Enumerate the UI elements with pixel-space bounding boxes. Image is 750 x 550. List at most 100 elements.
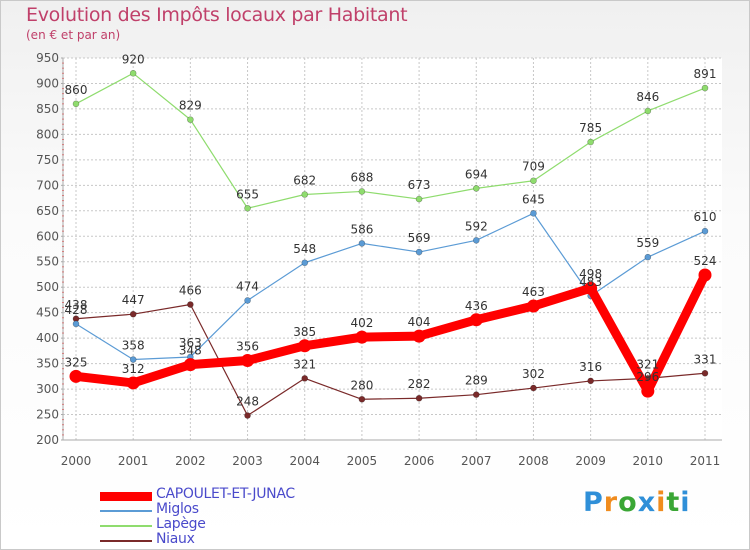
- data-label: 321: [636, 357, 659, 371]
- data-label: 688: [350, 170, 373, 184]
- data-point: [187, 116, 194, 123]
- data-label: 282: [408, 377, 431, 391]
- data-point: [244, 412, 251, 419]
- x-tick-label: 2002: [175, 454, 206, 468]
- chart-title: Evolution des Impôts locaux par Habitant: [26, 4, 408, 26]
- data-label: 474: [236, 279, 259, 293]
- data-label: 331: [694, 352, 717, 366]
- data-label: 592: [465, 219, 488, 233]
- legend-label-capoulet: CAPOULET-ET-JUNAC: [156, 486, 295, 502]
- data-label: 363: [179, 336, 202, 350]
- x-tick-label: 2007: [461, 454, 492, 468]
- data-label: 302: [522, 367, 545, 381]
- data-label: 655: [236, 187, 259, 201]
- data-label: 348: [179, 344, 202, 358]
- data-label: 404: [408, 315, 431, 329]
- data-label: 891: [694, 67, 717, 81]
- data-label: 548: [293, 242, 316, 256]
- data-label: 860: [65, 83, 88, 97]
- x-tick-label: 2005: [347, 454, 378, 468]
- data-point: [644, 253, 652, 261]
- data-label: 559: [636, 236, 659, 250]
- data-point: [641, 384, 655, 398]
- series-line-0: [75, 272, 710, 396]
- data-label: 447: [122, 293, 145, 307]
- data-point: [358, 240, 366, 247]
- legend-swatch-miglos: [100, 510, 152, 512]
- data-point: [415, 195, 423, 203]
- data-label: 829: [179, 99, 202, 113]
- data-point: [415, 394, 423, 402]
- y-tick-label: 200: [36, 433, 59, 447]
- y-tick-label: 700: [36, 178, 59, 192]
- data-label: 673: [408, 178, 431, 192]
- data-point: [644, 107, 652, 115]
- data-point: [355, 330, 369, 344]
- legend-item-lapege: Lapège: [100, 516, 340, 533]
- data-point: [584, 281, 598, 295]
- y-tick-label: 300: [36, 382, 59, 396]
- data-label: 463: [522, 285, 545, 299]
- x-tick-label: 2001: [118, 454, 149, 468]
- logo-letter: t: [666, 487, 681, 518]
- y-tick-label: 600: [36, 229, 59, 243]
- data-point: [358, 395, 366, 403]
- data-label: 280: [350, 378, 373, 392]
- data-point: [469, 313, 483, 327]
- logo-letter: o: [618, 487, 638, 518]
- logo-letter: i: [656, 487, 667, 518]
- data-point: [415, 248, 423, 256]
- data-label: 645: [522, 192, 545, 206]
- data-label: 694: [465, 167, 488, 181]
- data-label: 524: [694, 254, 717, 268]
- data-label: 312: [122, 362, 145, 376]
- y-tick-label: 900: [36, 76, 59, 90]
- data-point: [472, 237, 480, 244]
- series-line-2: [75, 72, 706, 209]
- y-tick-label: 350: [36, 357, 59, 371]
- data-label: 569: [408, 231, 431, 245]
- logo-letter: r: [603, 487, 619, 518]
- data-point: [241, 354, 255, 368]
- x-tick-label: 2008: [518, 454, 549, 468]
- data-label: 846: [636, 90, 659, 104]
- legend-swatch-niaux: [100, 540, 152, 542]
- series-line-1: [75, 212, 706, 361]
- data-point: [358, 188, 366, 195]
- logo-letter: P: [583, 487, 604, 518]
- data-point: [129, 310, 137, 318]
- legend-label-miglos: Miglos: [156, 501, 199, 517]
- x-tick-label: 2003: [232, 454, 263, 468]
- data-label: 356: [236, 340, 259, 354]
- data-point: [69, 369, 83, 383]
- data-label: 610: [694, 210, 717, 224]
- data-point: [126, 376, 140, 390]
- data-point: [72, 320, 80, 328]
- logo-letter: i: [680, 487, 691, 518]
- data-label: 289: [465, 374, 488, 388]
- data-point: [129, 356, 137, 363]
- proxiti-logo: Proxiti: [583, 487, 691, 518]
- legend-label-niaux: Niaux: [156, 531, 195, 547]
- legend-swatch-lapege: [100, 525, 152, 527]
- data-label: 498: [579, 267, 602, 281]
- data-label: 358: [122, 339, 145, 353]
- data-point: [530, 384, 537, 392]
- data-label: 296: [636, 370, 659, 384]
- data-point: [530, 210, 537, 217]
- legend-item-niaux: Niaux: [100, 531, 340, 548]
- data-point: [183, 358, 197, 372]
- data-label: 316: [579, 360, 602, 374]
- data-label: 248: [236, 395, 259, 409]
- x-tick-label: 2011: [690, 454, 721, 468]
- legend-label-lapege: Lapège: [156, 516, 206, 532]
- y-tick-label: 850: [36, 102, 59, 116]
- data-point: [301, 191, 309, 198]
- data-point: [472, 391, 480, 398]
- data-label: 586: [350, 222, 373, 236]
- data-point: [587, 377, 594, 385]
- data-point: [587, 138, 594, 146]
- data-point: [530, 177, 537, 185]
- data-label: 682: [293, 174, 316, 188]
